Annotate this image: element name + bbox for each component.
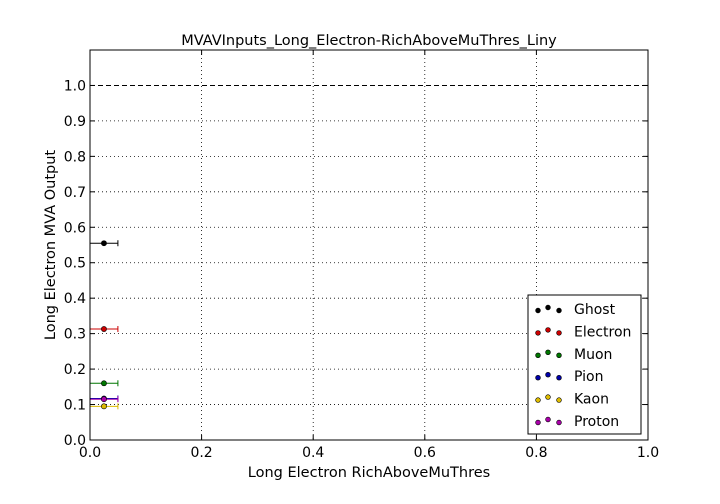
legend-marker bbox=[545, 304, 551, 311]
legend-item-kaon: Kaon bbox=[535, 392, 609, 408]
y-axis-label: Long Electron MVA Output bbox=[43, 150, 59, 340]
x-tick-label: 0.4 bbox=[302, 445, 324, 461]
legend-marker bbox=[545, 394, 551, 400]
y-tick-label: 0.7 bbox=[64, 185, 86, 201]
legend-marker bbox=[535, 375, 541, 381]
legend-label: Proton bbox=[574, 414, 619, 430]
y-tick-label: 0.0 bbox=[64, 433, 86, 449]
legend-marker bbox=[545, 416, 551, 423]
legend-marker bbox=[535, 307, 541, 314]
legend-marker bbox=[535, 397, 541, 403]
legend-item-pion: Pion bbox=[535, 369, 603, 385]
x-tick-label: 1.0 bbox=[637, 445, 659, 461]
y-tick-label: 0.4 bbox=[64, 291, 86, 307]
data-point bbox=[101, 240, 107, 247]
axis-ticks: 0.0 0.2 0.4 0.6 0.8 1.0 0.0 0.1 0.2 0.3 0.4 0.5 0.6 0… bbox=[64, 50, 659, 461]
legend-item-electron: Electron bbox=[535, 324, 631, 340]
x-tick-label: 0.0 bbox=[79, 445, 101, 461]
y-tick-label: 1.0 bbox=[64, 78, 86, 94]
legend-marker bbox=[535, 330, 541, 336]
chart-title: MVAVInputs_Long_Electron-RichAboveMuThre… bbox=[181, 33, 557, 49]
data-points bbox=[90, 240, 119, 410]
y-tick-label: 0.6 bbox=[64, 220, 86, 236]
x-axis-label: Long Electron RichAboveMuThres bbox=[248, 465, 490, 481]
x-tick-label: 0.8 bbox=[525, 445, 547, 461]
legend: Ghost Electron Muon Pion Kaon Proton bbox=[527, 294, 642, 435]
y-tick-label: 0.8 bbox=[64, 149, 86, 165]
legend-marker bbox=[545, 327, 551, 333]
y-tick-label: 0.5 bbox=[64, 256, 86, 272]
legend-marker bbox=[556, 330, 562, 336]
legend-label: Pion bbox=[574, 369, 603, 385]
x-tick-label: 0.2 bbox=[190, 445, 212, 461]
legend-marker bbox=[535, 352, 541, 358]
y-tick-label: 0.1 bbox=[64, 398, 86, 414]
legend-marker bbox=[545, 349, 551, 355]
legend-label: Muon bbox=[574, 347, 612, 363]
legend-box bbox=[527, 294, 642, 435]
series-muon bbox=[90, 380, 119, 387]
series-proton bbox=[90, 396, 119, 403]
legend-label: Electron bbox=[574, 324, 631, 340]
y-tick-label: 0.3 bbox=[64, 327, 86, 343]
series-electron bbox=[90, 326, 119, 333]
x-tick-label: 0.6 bbox=[414, 445, 436, 461]
legend-marker bbox=[556, 375, 562, 381]
legend-marker bbox=[556, 419, 562, 426]
legend-marker bbox=[556, 307, 562, 314]
legend-marker bbox=[535, 419, 541, 426]
legend-item-muon: Muon bbox=[535, 347, 612, 363]
legend-label: Kaon bbox=[574, 392, 609, 408]
plot-frame bbox=[89, 49, 649, 441]
data-point bbox=[101, 326, 107, 332]
legend-marker bbox=[556, 397, 562, 403]
data-point bbox=[101, 403, 107, 410]
legend-item-proton: Proton bbox=[535, 414, 619, 430]
legend-marker bbox=[545, 372, 551, 378]
legend-marker bbox=[556, 352, 562, 358]
y-tick-label: 0.2 bbox=[64, 362, 86, 378]
series-kaon bbox=[90, 403, 119, 410]
data-point bbox=[101, 380, 107, 387]
y-tick-label: 0.9 bbox=[64, 114, 86, 130]
series-ghost bbox=[90, 240, 119, 247]
data-point bbox=[101, 396, 107, 403]
legend-label: Ghost bbox=[574, 302, 616, 318]
legend-item-ghost: Ghost bbox=[535, 302, 616, 318]
